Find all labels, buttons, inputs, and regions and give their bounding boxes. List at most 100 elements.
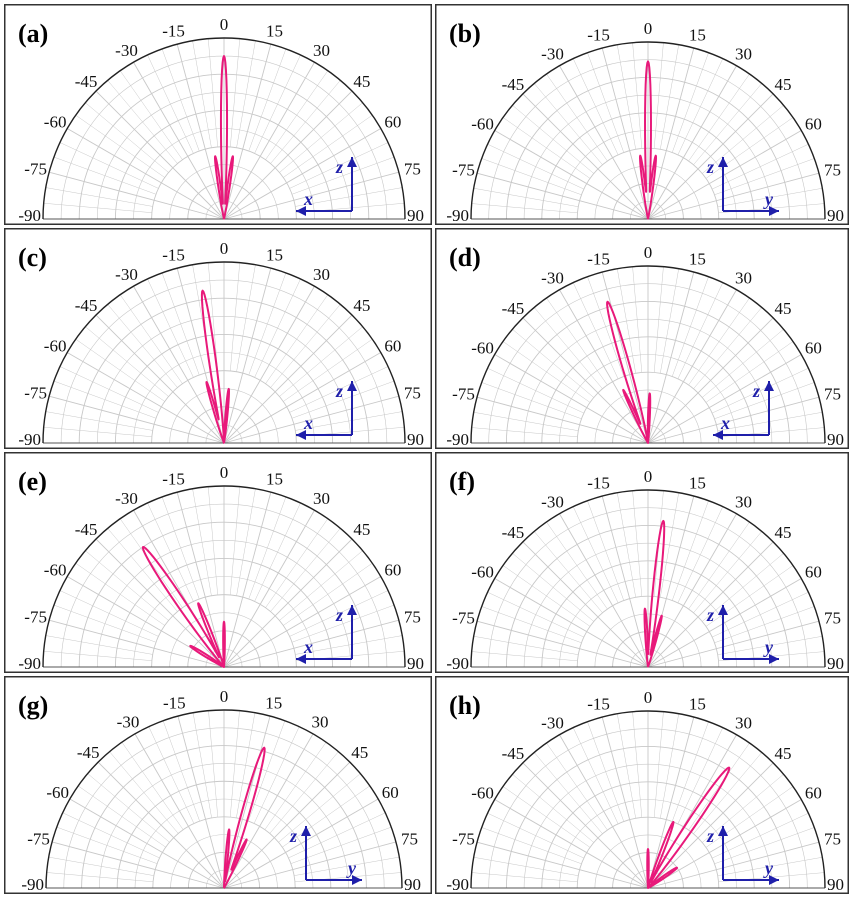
angle-tick-label: -60: [471, 784, 494, 803]
grid-spoke: [147, 54, 194, 154]
angle-tick-label: -75: [24, 160, 47, 179]
radiation-pattern-curve: [639, 60, 657, 220]
grid-spoke: [502, 565, 591, 627]
coordinate-axes-indicator: zy: [706, 826, 779, 885]
grid-spoke: [502, 117, 591, 179]
grid-spoke: [487, 367, 584, 414]
panel-frame: [435, 4, 849, 225]
vertical-axis-label: z: [335, 605, 343, 625]
grid-spoke: [647, 47, 695, 220]
angle-tick-label: -75: [452, 385, 475, 404]
polar-panel: -90 -75 -60 -45 -30 -15 0 15 30 45 60 75 90 (a) z x: [4, 4, 432, 225]
angle-tick-label: -30: [117, 713, 140, 732]
grid-spoke: [59, 142, 159, 189]
grid-spoke: [236, 40, 256, 148]
angle-tick-label: 30: [735, 269, 752, 288]
vertical-axis-label: z: [752, 381, 760, 401]
angle-tick-label: 60: [805, 784, 822, 803]
angle-tick-label: 45: [353, 72, 370, 91]
angle-tick-label: 45: [775, 523, 792, 542]
angle-tick-label: -15: [162, 22, 185, 41]
grid-spoke: [134, 733, 225, 889]
polar-grid: [471, 711, 825, 889]
grid-spoke: [487, 812, 584, 859]
grid-spoke: [617, 268, 636, 374]
grid-spoke: [223, 619, 399, 668]
vertical-axis-label: z: [335, 157, 343, 177]
grid-spoke: [43, 202, 152, 213]
angle-tick-label: -60: [471, 339, 494, 358]
grid-spoke: [717, 857, 823, 876]
grid-spoke: [75, 562, 165, 626]
grid-spoke: [295, 187, 403, 207]
grid-spoke: [559, 513, 649, 668]
grid-spoke: [95, 90, 225, 220]
grid-spoke: [617, 492, 636, 598]
polar-panel: -90 -75 -60 -45 -30 -15 0 15 30 45 60 75 90 (g) z y: [4, 676, 432, 894]
grid-spoke: [647, 93, 774, 220]
grid-spoke: [107, 80, 178, 164]
grid-spoke: [476, 172, 649, 220]
angle-tick-label: -45: [77, 743, 100, 762]
grid-spoke: [53, 604, 157, 643]
coordinate-axes-indicator: zy: [289, 826, 362, 885]
angle-tick-label: 0: [644, 19, 653, 38]
angle-tick-label: 15: [265, 694, 282, 713]
panel-label: (a): [18, 19, 48, 48]
radiation-pattern-curve: [200, 289, 230, 444]
grid-spoke: [248, 48, 287, 152]
grid-spoke: [647, 513, 737, 668]
grid-spoke: [289, 590, 389, 637]
angle-tick-label: 90: [407, 654, 424, 673]
grid-spoke: [601, 716, 649, 889]
angle-tick-label: 45: [775, 299, 792, 318]
horizontal-axis-label: y: [346, 858, 357, 878]
angle-tick-label: 45: [353, 296, 370, 315]
grid-spoke: [87, 773, 170, 843]
grid-spoke: [688, 73, 750, 162]
grid-spoke: [712, 143, 809, 190]
grid-spoke: [45, 187, 153, 207]
angle-tick-label: 75: [824, 161, 841, 180]
grid-spoke: [283, 114, 373, 178]
grid-spoke: [512, 774, 594, 843]
grid-spoke: [617, 44, 636, 150]
polar-panel: -90 -75 -60 -45 -30 -15 0 15 30 45 60 75 90 (f) z y: [435, 452, 849, 673]
angle-tick-label: 15: [266, 22, 283, 41]
grid-spoke: [705, 341, 794, 403]
grid-spoke: [265, 294, 329, 384]
coordinate-axes-indicator: zx: [296, 381, 357, 440]
radiation-pattern-curve: [141, 545, 226, 668]
grid-spoke: [147, 502, 194, 602]
grid-spoke: [587, 721, 625, 822]
angle-tick-label: 15: [689, 250, 706, 269]
grid-spoke: [270, 528, 341, 612]
angle-tick-label: 0: [220, 687, 229, 706]
grid-spoke: [45, 411, 153, 431]
grid-spoke: [248, 496, 287, 600]
grid-spoke: [481, 382, 582, 420]
angle-tick-label: 60: [384, 337, 401, 356]
grid-spoke: [278, 773, 361, 843]
grid-spoke: [481, 827, 582, 865]
polar-panel: -90 -75 -60 -45 -30 -15 0 15 30 45 60 75 90 (b) z y: [435, 4, 849, 225]
grid-spoke: [688, 742, 750, 831]
panel-frame: [435, 676, 849, 894]
grid-spoke: [230, 38, 241, 147]
grid-spoke: [230, 262, 241, 371]
grid-spoke: [279, 102, 363, 173]
grid-spoke: [69, 798, 225, 889]
grid-spoke: [647, 541, 774, 668]
angle-tick-label: 90: [404, 875, 421, 894]
grid-spoke: [288, 812, 386, 859]
polar-grid: [471, 42, 825, 220]
angle-tick-label: 90: [407, 206, 424, 225]
grid-spoke: [647, 799, 802, 889]
angle-tick-label: -90: [446, 654, 469, 673]
grid-spoke: [522, 762, 649, 889]
grid-spoke: [279, 550, 363, 621]
grid-spoke: [688, 521, 750, 610]
angle-tick-label: -75: [452, 830, 475, 849]
grid-spoke: [647, 317, 774, 444]
